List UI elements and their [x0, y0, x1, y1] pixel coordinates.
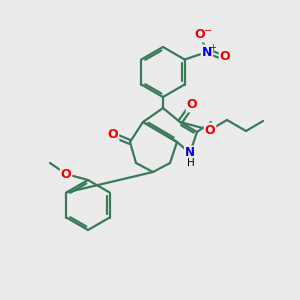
Text: O: O	[61, 167, 71, 181]
Text: O: O	[108, 128, 118, 142]
Text: O: O	[195, 28, 205, 41]
Text: O: O	[220, 50, 230, 62]
Text: +: +	[210, 44, 216, 52]
Text: −: −	[204, 26, 212, 36]
Text: H: H	[187, 158, 195, 168]
Text: O: O	[205, 124, 215, 136]
Text: O: O	[187, 98, 197, 112]
Text: N: N	[202, 46, 212, 59]
Text: N: N	[185, 146, 195, 160]
